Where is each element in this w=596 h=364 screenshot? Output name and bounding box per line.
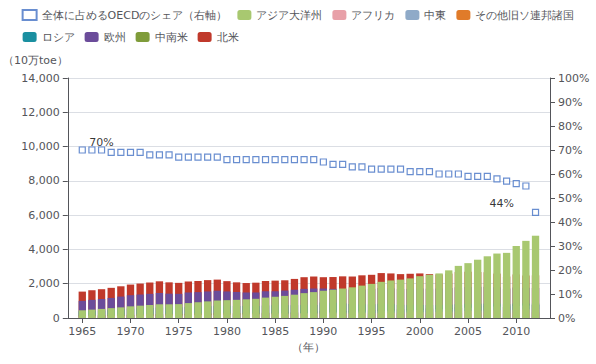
- svg-text:アジア大洋州: アジア大洋州: [256, 9, 322, 22]
- svg-text:1985: 1985: [261, 325, 289, 338]
- svg-text:（年）: （年）: [292, 341, 325, 354]
- svg-text:90%: 90%: [558, 96, 582, 109]
- svg-text:14,000: 14,000: [21, 72, 60, 85]
- svg-text:50%: 50%: [558, 192, 582, 205]
- svg-text:6,000: 6,000: [28, 209, 60, 222]
- svg-text:40%: 40%: [558, 216, 582, 229]
- svg-text:30%: 30%: [558, 240, 582, 253]
- svg-text:80%: 80%: [558, 120, 582, 133]
- svg-text:2,000: 2,000: [28, 277, 60, 290]
- svg-text:中南米: 中南米: [155, 31, 188, 44]
- svg-text:1965: 1965: [68, 325, 96, 338]
- svg-text:1970: 1970: [116, 325, 144, 338]
- svg-text:ロシア: ロシア: [42, 31, 75, 44]
- svg-text:その他旧ソ連邦諸国: その他旧ソ連邦諸国: [475, 9, 574, 22]
- svg-text:0%: 0%: [558, 312, 575, 325]
- svg-text:2005: 2005: [454, 325, 482, 338]
- svg-text:1980: 1980: [213, 325, 241, 338]
- svg-text:全体に占めるOECDのシェア（右軸）: 全体に占めるOECDのシェア（右軸）: [42, 9, 228, 22]
- svg-text:70%: 70%: [89, 136, 113, 149]
- svg-text:44%: 44%: [490, 197, 514, 210]
- svg-text:8,000: 8,000: [28, 174, 60, 187]
- svg-text:欧州: 欧州: [104, 31, 126, 44]
- svg-text:60%: 60%: [558, 168, 582, 181]
- svg-text:2010: 2010: [502, 325, 530, 338]
- svg-text:2000: 2000: [406, 325, 434, 338]
- svg-text:100%: 100%: [558, 72, 589, 85]
- svg-text:中東: 中東: [424, 9, 446, 22]
- svg-text:70%: 70%: [558, 144, 582, 157]
- svg-text:（10万toe）: （10万toe）: [3, 54, 68, 67]
- svg-text:20%: 20%: [558, 264, 582, 277]
- svg-text:アフリカ: アフリカ: [351, 9, 395, 22]
- svg-text:1975: 1975: [165, 325, 193, 338]
- svg-text:1995: 1995: [358, 325, 386, 338]
- svg-text:1990: 1990: [309, 325, 337, 338]
- svg-text:4,000: 4,000: [28, 243, 60, 256]
- svg-text:北米: 北米: [217, 31, 239, 44]
- svg-text:10%: 10%: [558, 288, 582, 301]
- svg-text:12,000: 12,000: [21, 106, 60, 119]
- svg-text:0: 0: [53, 312, 60, 325]
- svg-text:10,000: 10,000: [21, 140, 60, 153]
